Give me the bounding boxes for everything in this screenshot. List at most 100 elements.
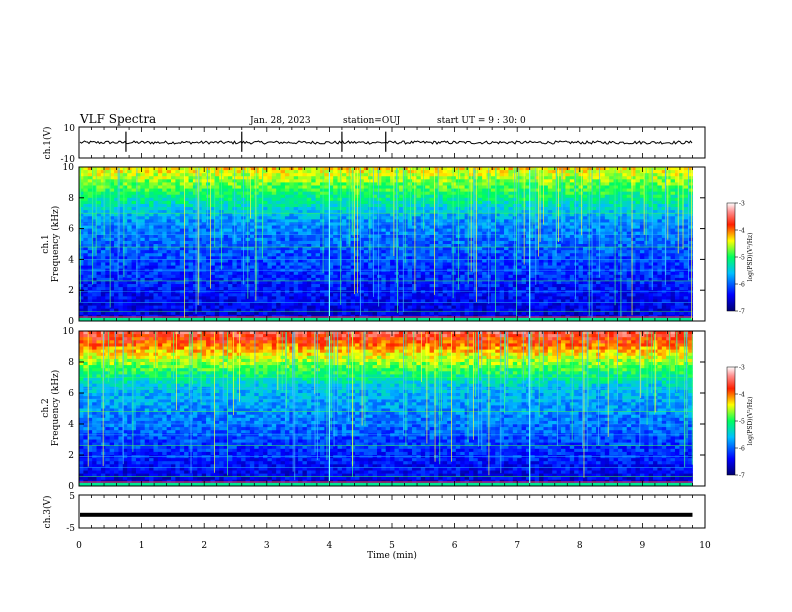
ch1-spectrogram-cell bbox=[412, 296, 417, 300]
ch1-spectrogram-cell bbox=[447, 191, 452, 196]
ch1-spectrogram-cell bbox=[341, 259, 347, 263]
ch1-spectrogram-cell bbox=[206, 216, 211, 220]
ch1-spectrogram-cell bbox=[293, 203, 299, 208]
ch1-spectrogram-cell bbox=[87, 228, 93, 233]
ch1-spectrogram-cell bbox=[403, 277, 409, 282]
ch1-spectrogram-cell bbox=[201, 277, 207, 282]
ch1-spectrogram-cell bbox=[438, 191, 444, 196]
ch1-spectrogram-cell bbox=[447, 231, 452, 236]
ch1-spectrogram-cell bbox=[144, 203, 150, 208]
ch1-spectrogram-cell bbox=[298, 216, 303, 220]
ch1-spectrogram-cell bbox=[92, 250, 97, 254]
ch1-spectrogram-cell bbox=[162, 203, 168, 208]
ch1-spectrogram-cell bbox=[368, 299, 373, 303]
ch1-spectrogram-cell bbox=[79, 250, 84, 254]
ch1-spectrogram-cell bbox=[368, 207, 373, 211]
ch1-spectrogram-cell bbox=[376, 210, 382, 214]
ch1-spectrogram-cell bbox=[298, 200, 303, 205]
ch1-spectrogram-cell bbox=[311, 274, 317, 279]
ch1-spectrogram-cell bbox=[499, 213, 505, 217]
ch1-spectrogram-cell bbox=[451, 277, 457, 282]
ch1-spectrogram-cell bbox=[438, 287, 444, 291]
ch1-spectrogram-cell bbox=[236, 176, 242, 180]
ch1-spectrogram-cell bbox=[320, 305, 325, 310]
ch1-spectrogram-cell bbox=[333, 219, 338, 223]
ch1-spectrogram-cell bbox=[311, 231, 317, 236]
ch1-spectrogram-cell bbox=[149, 225, 154, 229]
ch1-spectrogram-cell bbox=[232, 280, 238, 285]
ch1-spectrogram-cell bbox=[96, 210, 102, 214]
ch1-spectrogram-cell bbox=[271, 234, 277, 239]
ch1-spectrogram-cell bbox=[324, 317, 330, 322]
ch1-spectrogram-cell bbox=[271, 237, 277, 242]
ch1-spectrogram-cell bbox=[210, 225, 216, 229]
ch1-spectrogram-cell bbox=[254, 311, 260, 316]
ch1-spectrogram-cell bbox=[105, 194, 111, 199]
ch1-spectrogram-cell bbox=[153, 274, 159, 279]
ch1-spectrogram-cell bbox=[140, 247, 146, 251]
ch1-spectrogram-cell bbox=[337, 317, 343, 322]
ch1-spectrogram-cell bbox=[473, 179, 479, 183]
ch1-spectrogram-cell bbox=[258, 280, 264, 285]
ch1-spectrogram-cell bbox=[267, 262, 273, 266]
ch1-spectrogram-cell bbox=[368, 305, 373, 310]
ch1-spectrogram-cell bbox=[140, 213, 146, 217]
ch1-spectrogram-cell bbox=[407, 179, 413, 183]
ch1-spectrogram-cell bbox=[359, 253, 365, 257]
ch1-spectrogram-cell bbox=[412, 244, 417, 248]
ch1-spectrogram-cell bbox=[140, 271, 146, 276]
ch1-spectrogram-cell bbox=[83, 247, 89, 251]
ch1-spectrogram-cell bbox=[92, 210, 97, 214]
ch1-spectrogram-cell bbox=[114, 188, 119, 193]
ch1-spectrogram-cell bbox=[144, 207, 150, 211]
ch1-spectrogram-cell bbox=[495, 182, 501, 186]
ch1-spectrogram-cell bbox=[346, 259, 352, 263]
ch1-spectrogram-cell bbox=[289, 207, 295, 211]
ch1-spectrogram-cell bbox=[363, 271, 369, 276]
ch1-spectrogram-cell bbox=[447, 265, 452, 270]
ch1-spectrogram-cell bbox=[416, 188, 422, 193]
ch1-spectrogram-cell bbox=[407, 173, 413, 177]
ch1-spectrogram-cell bbox=[140, 173, 146, 177]
ch1-spectrogram-cell bbox=[311, 182, 317, 186]
ch1-spectrogram-cell bbox=[276, 191, 281, 196]
ch1-spectrogram-cell bbox=[92, 167, 97, 171]
ch1-spectrogram-cell bbox=[267, 213, 273, 217]
ch1-spectrogram-cell bbox=[122, 191, 128, 196]
ch1-spectrogram-cell bbox=[363, 231, 369, 236]
ch1-spectrogram-cell bbox=[473, 305, 479, 310]
ch1-spectrogram-cell bbox=[429, 262, 435, 266]
ch1-spectrogram-cell bbox=[429, 265, 435, 270]
ch1-spectrogram-cell bbox=[214, 188, 220, 193]
ch1-spectrogram-cell bbox=[263, 237, 268, 242]
ch1-spectrogram-cell bbox=[96, 197, 102, 202]
ch1-spectrogram-cell bbox=[337, 274, 343, 279]
ch1-spectrogram-cell bbox=[341, 225, 347, 229]
ch1-spectrogram-cell bbox=[398, 200, 404, 205]
ch1-spectrogram-cell bbox=[425, 256, 430, 260]
ch1-spectrogram-cell bbox=[241, 308, 246, 313]
ch1-spectrogram-cell bbox=[96, 253, 102, 257]
ch1-spectrogram-cell bbox=[197, 231, 203, 236]
ch1-spectrogram-cell bbox=[267, 250, 273, 254]
ch1-spectrogram-cell bbox=[267, 207, 273, 211]
ch1-spectrogram-cell bbox=[127, 277, 132, 282]
ch1-spectrogram-cell bbox=[135, 200, 141, 205]
ch1-spectrogram-cell bbox=[96, 244, 102, 248]
ch1-spectrogram-cell bbox=[100, 247, 106, 251]
ch1-spectrogram-cell bbox=[175, 265, 181, 270]
ch1-spectrogram-cell bbox=[249, 265, 255, 270]
ch1-spectrogram-cell bbox=[258, 213, 264, 217]
ch1-spectrogram-cell bbox=[429, 234, 435, 239]
ch1-spectrogram-cell bbox=[206, 179, 211, 183]
ch1-spectrogram-cell bbox=[512, 170, 518, 174]
ch1-spectrogram-cell bbox=[315, 280, 321, 285]
ch1-spectrogram-cell bbox=[420, 253, 426, 257]
ch1-spectrogram-cell bbox=[464, 247, 470, 251]
ch1-spectrogram-cell bbox=[482, 287, 487, 291]
ch1-spectrogram-cell bbox=[122, 250, 128, 254]
ch1-spectrogram-cell bbox=[83, 231, 89, 236]
ch1-spectrogram-cell bbox=[258, 250, 264, 254]
ch1-spectrogram-cell bbox=[359, 302, 365, 306]
ch1-spectrogram-cell bbox=[460, 247, 466, 251]
